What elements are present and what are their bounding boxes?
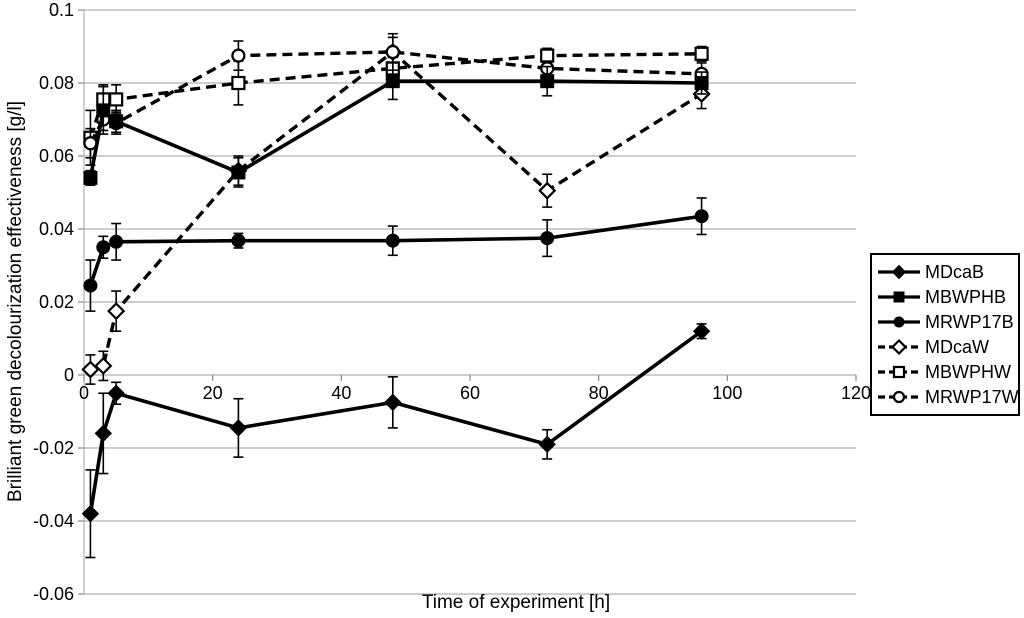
y-axis-title: Brilliant green decolourization effectiv… — [5, 101, 26, 503]
circle-marker-MRWP17B-icon — [540, 231, 555, 246]
diamond-marker-MDcaB-icon — [692, 322, 711, 340]
legend-line-sample — [878, 338, 920, 356]
legend-label: MRWP17B — [925, 311, 1014, 332]
legend-line-sample — [878, 291, 920, 303]
y-tick-label: 0.06 — [39, 146, 74, 166]
diamond-marker-icon — [890, 338, 908, 356]
circle-marker-MRWP17W-icon — [231, 48, 246, 63]
legend-item-MBWPHB: MBWPHB — [877, 285, 1015, 309]
x-tick-label: 20 — [203, 383, 223, 403]
circle-marker-MRWP17B-icon — [231, 233, 246, 248]
diamond-marker-MDcaB-icon — [229, 419, 248, 437]
legend-label: MBWPHW — [925, 361, 1011, 382]
y-tick-label: 0 — [64, 365, 74, 385]
diamond-marker-MDcaW-icon — [107, 302, 126, 321]
square-marker-MBWPHW-icon — [694, 46, 709, 61]
diamond-marker-MDcaB-icon — [107, 384, 125, 402]
square-marker-icon — [892, 365, 906, 379]
square-marker-MBWPHB-icon — [96, 103, 111, 118]
square-marker-MBWPHB-icon — [540, 74, 555, 89]
y-tick-label: -0.02 — [33, 438, 74, 458]
diamond-marker-MDcaW-icon — [94, 356, 113, 375]
x-tick-label: 120 — [841, 383, 871, 403]
x-tick-label: 100 — [712, 383, 742, 403]
y-tick-label: 0.1 — [49, 0, 74, 20]
legend-label: MRWP17W — [925, 386, 1019, 407]
legend-line-sample — [878, 365, 920, 379]
square-marker-MBWPHW-icon — [231, 75, 246, 91]
x-tick-label: 60 — [460, 383, 480, 403]
diamond-marker-MDcaB-icon — [538, 435, 556, 454]
circle-marker-icon — [892, 390, 906, 404]
y-tick-label: 0.04 — [39, 219, 74, 239]
square-marker-MBWPHB-icon — [385, 74, 400, 89]
legend-item-MBWPHW: MBWPHW — [877, 360, 1015, 384]
x-tick-label: 40 — [331, 383, 351, 403]
legend-line-sample — [878, 390, 920, 404]
y-tick-label: 0.02 — [39, 292, 74, 312]
square-marker-MBWPHB-icon — [231, 165, 246, 180]
series-line-MBWPHB — [88, 79, 702, 179]
diamond-marker-icon — [891, 264, 907, 280]
circle-marker-MRWP17B-icon — [385, 233, 400, 248]
circle-marker-MRWP17B-icon — [83, 278, 98, 293]
legend-label: MBWPHB — [925, 286, 1006, 307]
circle-marker-icon — [893, 316, 905, 328]
legend-line-sample — [878, 316, 920, 328]
diamond-marker-MDcaW-icon — [538, 181, 557, 200]
legend-label: MDcaB — [925, 261, 985, 282]
x-tick-label: 80 — [589, 383, 609, 403]
diamond-marker-MDcaB-icon — [81, 504, 100, 523]
square-marker-MBWPHB-icon — [694, 76, 709, 90]
legend-line-sample — [878, 264, 920, 280]
square-marker-MBWPHW-icon — [540, 48, 555, 63]
x-axis-title: Time of experiment [h] — [421, 592, 611, 613]
circle-marker-MRWP17W-icon — [385, 44, 400, 60]
circle-marker-MRWP17B-icon — [109, 234, 124, 249]
x-tick-label: 0 — [79, 383, 89, 403]
y-tick-label: -0.04 — [33, 511, 74, 531]
legend: MDcaB MBWPHB MRWP17B MDcaW MBWPHW MRWP17W — [870, 253, 1020, 416]
diamond-marker-MDcaB-icon — [384, 393, 402, 412]
y-tick-label: 0.08 — [39, 73, 74, 93]
legend-item-MDcaB: MDcaB — [877, 260, 1015, 284]
y-tick-label: -0.06 — [33, 584, 74, 604]
circle-marker-MRWP17B-icon — [96, 240, 111, 255]
square-marker-icon — [893, 291, 905, 303]
legend-item-MRWP17W: MRWP17W — [877, 385, 1019, 409]
legend-label: MDcaW — [925, 336, 989, 357]
square-marker-MBWPHW-icon — [109, 92, 124, 107]
diamond-marker-MDcaB-icon — [94, 424, 113, 443]
legend-item-MDcaW: MDcaW — [877, 335, 1015, 359]
square-marker-MBWPHB-icon — [109, 114, 124, 129]
legend-item-MRWP17B: MRWP17B — [877, 310, 1015, 334]
square-marker-MBWPHB-icon — [83, 170, 98, 185]
circle-marker-MRWP17B-icon — [694, 209, 709, 224]
series-line-MDcaB — [88, 329, 703, 514]
